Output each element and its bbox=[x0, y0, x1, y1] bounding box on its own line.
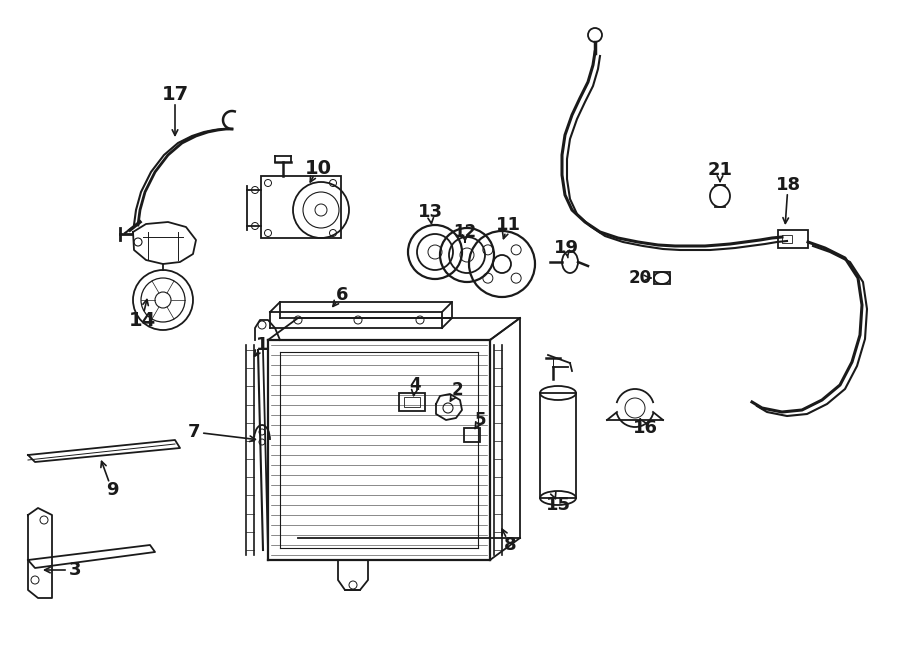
Text: 16: 16 bbox=[633, 419, 658, 437]
Bar bbox=[399, 393, 425, 411]
Bar bbox=[540, 393, 576, 498]
Text: 13: 13 bbox=[418, 203, 443, 221]
Text: 20: 20 bbox=[628, 269, 652, 287]
Bar bbox=[778, 230, 808, 248]
Text: 4: 4 bbox=[410, 376, 421, 394]
Text: 7: 7 bbox=[188, 423, 200, 441]
Text: 3: 3 bbox=[68, 561, 81, 579]
Text: 11: 11 bbox=[496, 216, 520, 234]
Text: 10: 10 bbox=[304, 159, 331, 178]
Bar bbox=[261, 176, 341, 238]
Text: 14: 14 bbox=[129, 311, 156, 329]
Text: 15: 15 bbox=[545, 496, 571, 514]
Text: 8: 8 bbox=[504, 536, 517, 554]
Bar bbox=[404, 397, 420, 407]
Text: 1: 1 bbox=[256, 336, 268, 354]
Bar bbox=[464, 428, 480, 442]
Text: 12: 12 bbox=[454, 223, 477, 241]
Text: 5: 5 bbox=[474, 411, 486, 429]
Text: 21: 21 bbox=[707, 161, 733, 179]
Text: 9: 9 bbox=[106, 481, 118, 499]
Text: 2: 2 bbox=[451, 381, 463, 399]
Text: 6: 6 bbox=[336, 286, 348, 304]
Bar bbox=[782, 235, 792, 243]
Text: 18: 18 bbox=[776, 176, 801, 194]
Text: 17: 17 bbox=[161, 85, 189, 104]
Text: 19: 19 bbox=[554, 239, 579, 257]
Bar bbox=[654, 272, 670, 284]
